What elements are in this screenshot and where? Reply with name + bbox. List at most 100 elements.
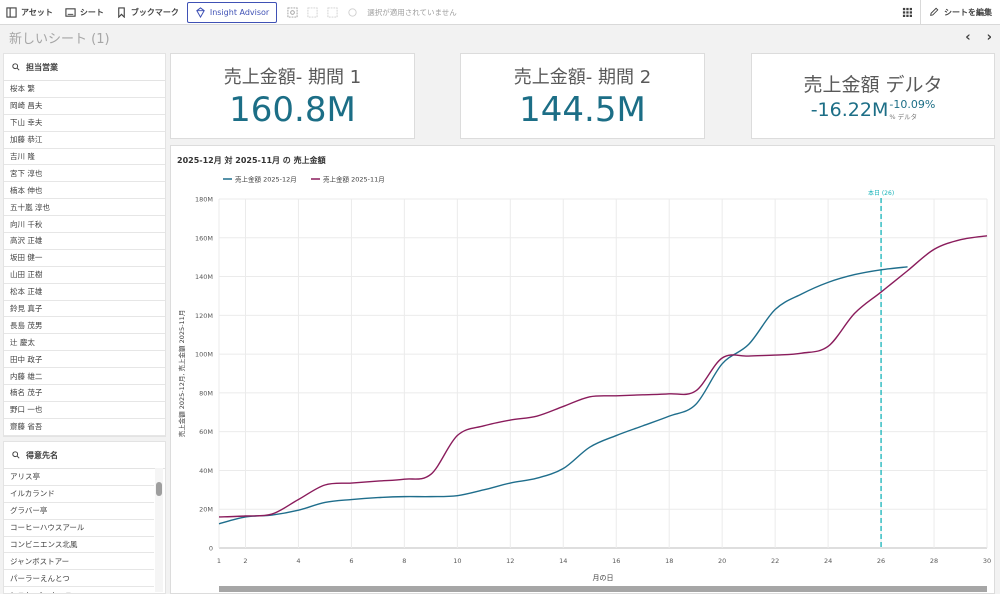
edit-sheet-button[interactable]: シートを編集 [921,7,1000,18]
y-axis-label: 売上金額 2025-12月, 売上金額 2025-11月 [177,310,186,438]
search-icon [12,451,20,459]
kpi-period2-value: 144.5M [519,90,646,130]
rep-item[interactable]: 長島 茂男 [4,317,165,335]
y-tick-label: 60M [199,428,213,436]
kpi-period1-value: 160.8M [229,90,356,130]
selection-status: 選択が適用されていません [367,7,457,17]
x-tick-label: 14 [559,557,567,565]
y-tick-label: 40M [199,467,213,475]
x-tick-label: 28 [930,557,938,565]
pencil-icon [930,7,939,16]
rep-item[interactable]: 田中 政子 [4,351,165,369]
rep-item[interactable]: 加藤 恭江 [4,132,165,149]
rep-item[interactable]: 五十嵐 淳也 [4,199,165,217]
y-tick-label: 120M [195,312,213,320]
rep-item[interactable]: 内藤 雄二 [4,368,165,386]
grid-view-button[interactable] [895,0,921,25]
search-icon [12,63,20,71]
previous-sheet-button[interactable]: ‹ [965,29,971,45]
kpi-delta-percent: -10.09% [889,98,936,111]
customer-filter-pane: 得意先名 アリス亭 イルカランド グラバー亭 コーヒーハウスアール コンビニエンス北風ジ… [3,441,166,594]
rep-item[interactable]: 向川 千秋 [4,216,165,234]
rep-item[interactable]: 宮下 淳也 [4,165,165,183]
x-tick-label: 30 [983,557,991,565]
rep-filter-pane: 担当営業 桜本 繁岡崎 昌夫 下山 幸夫 加藤 恭江 吉川 隆宮下 淳也 楠本 伸也 五十… [3,53,166,437]
grid-icon [902,7,912,17]
kpi-period2-title: 売上金額- 期間 2 [513,67,652,88]
clear-selections-icon[interactable] [347,7,358,18]
rep-item[interactable]: 松本 正雄 [4,284,165,301]
rep-filter-header[interactable]: 担当営業 [4,54,165,81]
insight-advisor-button[interactable]: Insight Advisor [186,1,278,23]
asset-button[interactable]: アセット [0,0,59,25]
customer-item[interactable]: コーヒーハウスアール [4,520,154,537]
sheet-button[interactable]: シート [59,0,110,25]
scrollbar-thumb[interactable] [156,482,162,496]
kpi-delta-title: 売上金額 デルタ [803,74,943,96]
kpi-delta[interactable]: 売上金額 デルタ -16.22M -10.09% % デルタ [751,53,995,139]
customer-list-scrollbar[interactable] [155,468,163,592]
y-tick-label: 140M [195,273,213,281]
customer-item[interactable]: コンビニエンス北風 [4,537,154,554]
kpi-period1-title: 売上金額- 期間 1 [223,67,362,88]
x-tick-label: 10 [453,557,461,565]
x-tick-label: 26 [877,557,885,565]
rep-item[interactable]: 下山 幸夫 [4,115,165,132]
rep-item[interactable]: 坂田 健一 [4,250,165,267]
rep-item[interactable]: 高沢 正雄 [4,233,165,250]
step-forward-icon[interactable] [327,6,338,18]
rep-list: 桜本 繁岡崎 昌夫 下山 幸夫 加藤 恭江 吉川 隆宮下 淳也 楠本 伸也 五十嵐 淳也向… [4,81,165,436]
x-tick-label: 2 [243,557,247,565]
customer-item[interactable]: アリス亭 [4,469,154,486]
customer-item[interactable]: ジャンボストアー [4,553,154,571]
bookmark-button[interactable]: ブックマーク [110,0,185,25]
today-reference-label: 本日 (26) [868,189,894,197]
x-tick-label: 18 [665,557,673,565]
legend-item: 売上金額 2025-11月 [323,175,385,184]
rep-item[interactable]: 桜本 繁 [4,81,165,98]
customer-item[interactable]: グラバー亭 [4,503,154,520]
y-tick-label: 80M [199,389,213,397]
x-tick-label: 24 [824,557,832,565]
rep-item[interactable]: 楠名 茂子 [4,385,165,402]
kpi-delta-label: % デルタ [889,113,918,121]
rep-item[interactable]: 吉川 隆 [4,149,165,166]
kpi-period1[interactable]: 売上金額- 期間 1 160.8M [170,53,415,139]
rep-item[interactable]: 楠本 伸也 [4,182,165,200]
y-tick-label: 160M [195,234,213,242]
rep-item[interactable]: 鈴見 真子 [4,301,165,318]
x-tick-label: 16 [612,557,620,565]
next-sheet-button[interactable]: › [986,29,992,45]
step-back-icon[interactable] [307,6,318,18]
insight-icon [196,6,205,18]
customer-list: アリス亭 イルカランド グラバー亭 コーヒーハウスアール コンビニエンス北風 ジャンボスト… [4,469,154,593]
customer-item[interactable]: イルカランド [4,486,154,503]
smart-search-icon[interactable] [287,6,298,18]
rep-item[interactable]: 齋藤 省吾 [4,419,165,436]
panel-icon [6,6,17,18]
x-tick-label: 22 [771,557,779,565]
customer-item[interactable]: パーラーえんとつ [4,570,154,588]
rep-item[interactable]: 岡崎 昌夫 [4,98,165,115]
customer-filter-title: 得意先名 [26,450,58,460]
rep-item[interactable]: 辻 慶太 [4,334,165,352]
rep-item[interactable]: 山田 正樹 [4,267,165,284]
chart-title: 2025-12月 対 2025-11月 の 売上金額 [177,156,326,165]
customer-item[interactable]: ヒスケ バーウィス [4,587,154,593]
customer-filter-header[interactable]: 得意先名 [4,442,165,469]
chart-scrollbar [219,586,987,592]
x-tick-label: 12 [506,557,514,565]
insight-label: Insight Advisor [209,7,270,17]
edit-sheet-label: シートを編集 [944,7,992,17]
x-tick-label: 20 [718,557,726,565]
x-tick-label: 8 [402,557,406,565]
kpi-period2[interactable]: 売上金額- 期間 2 144.5M [460,53,705,139]
x-axis-label: 月の日 [593,574,614,582]
sheet-title: 新しいシート (1) [9,31,110,47]
legend-item: 売上金額 2025-12月 [235,175,297,184]
series-line-nov [218,235,988,518]
rep-item[interactable]: 野口 一也 [4,402,165,419]
sales-line-chart[interactable]: 2025-12月 対 2025-11月 の 売上金額 0 20M 40M 60M 80M… [170,145,995,594]
x-tick-label: 1 [217,557,221,565]
